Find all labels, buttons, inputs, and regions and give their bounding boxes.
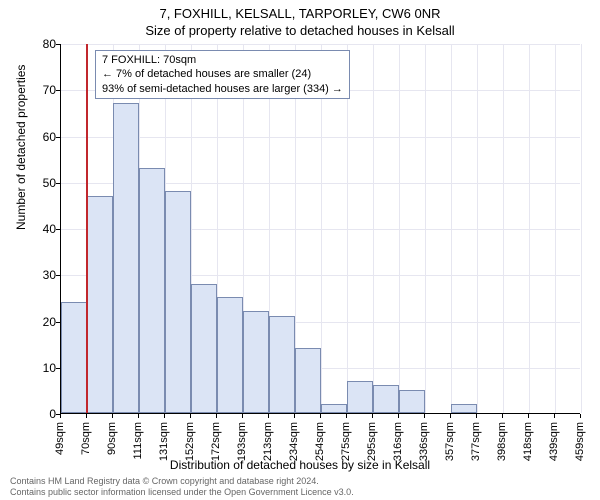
- x-tick-mark: [398, 414, 399, 418]
- gridline-v: [529, 44, 530, 413]
- x-tick-label: 459sqm: [574, 422, 586, 461]
- x-tick-mark: [528, 414, 529, 418]
- y-tick-mark: [56, 183, 60, 184]
- y-tick-mark: [56, 44, 60, 45]
- annotation-line: 7 FOXHILL: 70sqm: [102, 53, 343, 67]
- x-tick-label: 90sqm: [106, 422, 118, 455]
- x-tick-mark: [190, 414, 191, 418]
- x-tick-mark: [320, 414, 321, 418]
- x-tick-label: 418sqm: [522, 422, 534, 461]
- x-tick-label: 193sqm: [236, 422, 248, 461]
- histogram-bar: [217, 297, 243, 413]
- histogram-bar: [87, 196, 113, 413]
- gridline-v: [477, 44, 478, 413]
- footer-line2: Contains public sector information licen…: [10, 487, 354, 498]
- y-tick-label: 80: [16, 37, 56, 51]
- x-tick-mark: [580, 414, 581, 418]
- footer-line1: Contains HM Land Registry data © Crown c…: [10, 476, 354, 487]
- histogram-bar: [113, 103, 139, 413]
- y-tick-mark: [56, 137, 60, 138]
- x-tick-label: 111sqm: [132, 422, 144, 460]
- x-tick-label: 336sqm: [418, 422, 430, 461]
- histogram-bar: [243, 311, 269, 413]
- x-tick-label: 357sqm: [444, 422, 456, 461]
- gridline-v: [503, 44, 504, 413]
- reference-line: [86, 44, 88, 413]
- gridline-v: [347, 44, 348, 413]
- gridline-v: [581, 44, 582, 413]
- histogram-bar: [61, 302, 87, 413]
- annotation-line: 93% of semi-detached houses are larger (…: [102, 82, 343, 96]
- x-tick-label: 439sqm: [548, 422, 560, 461]
- x-tick-mark: [346, 414, 347, 418]
- x-tick-mark: [112, 414, 113, 418]
- y-tick-label: 0: [16, 407, 56, 421]
- x-tick-mark: [60, 414, 61, 418]
- histogram-bar: [347, 381, 373, 413]
- histogram-bar: [321, 404, 347, 413]
- y-tick-mark: [56, 229, 60, 230]
- x-tick-mark: [294, 414, 295, 418]
- y-tick-label: 10: [16, 361, 56, 375]
- x-tick-label: 377sqm: [470, 422, 482, 461]
- x-tick-mark: [502, 414, 503, 418]
- gridline-v: [425, 44, 426, 413]
- gridline-v: [451, 44, 452, 413]
- x-tick-mark: [268, 414, 269, 418]
- x-tick-mark: [554, 414, 555, 418]
- x-tick-label: 213sqm: [262, 422, 274, 461]
- y-tick-label: 70: [16, 83, 56, 97]
- x-tick-mark: [216, 414, 217, 418]
- x-tick-label: 172sqm: [210, 422, 222, 461]
- x-tick-label: 49sqm: [54, 422, 66, 455]
- chart-title-line1: 7, FOXHILL, KELSALL, TARPORLEY, CW6 0NR: [0, 6, 600, 21]
- x-tick-mark: [424, 414, 425, 418]
- chart-container: 7, FOXHILL, KELSALL, TARPORLEY, CW6 0NR …: [0, 0, 600, 500]
- plot-area: 7 FOXHILL: 70sqm← 7% of detached houses …: [60, 44, 580, 414]
- histogram-bar: [399, 390, 425, 413]
- y-tick-mark: [56, 368, 60, 369]
- histogram-bar: [139, 168, 165, 413]
- x-tick-mark: [164, 414, 165, 418]
- histogram-bar: [295, 348, 321, 413]
- gridline-v: [373, 44, 374, 413]
- x-axis-label: Distribution of detached houses by size …: [0, 458, 600, 472]
- chart-title-line2: Size of property relative to detached ho…: [0, 23, 600, 38]
- histogram-bar: [373, 385, 399, 413]
- histogram-bar: [191, 284, 217, 414]
- x-tick-label: 398sqm: [496, 422, 508, 461]
- x-tick-label: 131sqm: [158, 422, 170, 461]
- x-tick-label: 295sqm: [366, 422, 378, 461]
- y-tick-mark: [56, 90, 60, 91]
- x-tick-label: 234sqm: [288, 422, 300, 461]
- y-tick-label: 40: [16, 222, 56, 236]
- histogram-bar: [269, 316, 295, 413]
- y-tick-label: 20: [16, 315, 56, 329]
- x-tick-label: 275sqm: [340, 422, 352, 461]
- x-tick-mark: [450, 414, 451, 418]
- y-tick-label: 60: [16, 130, 56, 144]
- x-tick-label: 152sqm: [184, 422, 196, 461]
- y-tick-mark: [56, 275, 60, 276]
- x-tick-mark: [86, 414, 87, 418]
- annotation-box: 7 FOXHILL: 70sqm← 7% of detached houses …: [95, 50, 350, 99]
- x-tick-mark: [372, 414, 373, 418]
- footer-attribution: Contains HM Land Registry data © Crown c…: [10, 476, 354, 498]
- y-tick-mark: [56, 322, 60, 323]
- histogram-bar: [451, 404, 477, 413]
- gridline-v: [555, 44, 556, 413]
- x-tick-mark: [242, 414, 243, 418]
- histogram-bar: [165, 191, 191, 413]
- x-tick-label: 316sqm: [392, 422, 404, 461]
- gridline-v: [321, 44, 322, 413]
- x-tick-mark: [138, 414, 139, 418]
- y-tick-label: 30: [16, 268, 56, 282]
- x-tick-label: 70sqm: [80, 422, 92, 455]
- gridline-v: [399, 44, 400, 413]
- x-tick-label: 254sqm: [314, 422, 326, 461]
- annotation-line: ← 7% of detached houses are smaller (24): [102, 67, 343, 81]
- x-tick-mark: [476, 414, 477, 418]
- y-tick-label: 50: [16, 176, 56, 190]
